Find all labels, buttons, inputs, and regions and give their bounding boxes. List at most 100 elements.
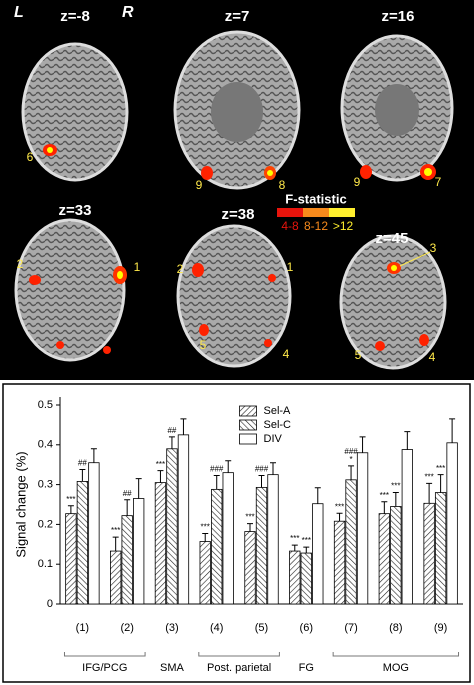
region-number: 8 [279, 178, 286, 192]
group-label: Post. parietal [207, 662, 271, 674]
bar [390, 506, 402, 605]
error-bar [359, 436, 366, 453]
colorbar-label: 4-8 [281, 219, 299, 233]
colorbar-label: >12 [333, 219, 354, 233]
bar [110, 550, 122, 605]
error-bar [79, 468, 86, 482]
significance-label: *** [201, 523, 210, 532]
y-tick-label: 0 [47, 598, 53, 610]
significance-label: ## [167, 426, 176, 435]
region-number: 2 [177, 262, 184, 276]
legend-swatch [239, 419, 257, 431]
error-bar [157, 470, 164, 483]
significance-label: *** [290, 534, 299, 543]
group-label: MOG [383, 662, 409, 674]
error-bar [124, 499, 131, 516]
legend-label: DIV [264, 433, 283, 445]
slice-label: z=7 [225, 8, 250, 25]
significance-label: ### [344, 447, 358, 456]
bar [88, 462, 100, 605]
legend-label: Sel-A [264, 405, 292, 417]
region-number: 5 [355, 348, 362, 362]
bar [211, 488, 223, 605]
bar [65, 513, 77, 605]
bar [121, 515, 133, 605]
error-bar [270, 462, 276, 475]
bar [154, 482, 167, 605]
significance-label: *** [245, 513, 254, 522]
error-bar [314, 487, 321, 504]
error-bar [135, 478, 142, 499]
significance-label: *** [302, 536, 311, 545]
significance-label: * [349, 455, 352, 464]
error-bar [392, 492, 399, 507]
bar [356, 452, 369, 605]
bar [76, 481, 89, 605]
bar [401, 449, 413, 605]
x-tick-label: (7) [344, 622, 357, 634]
error-bar [437, 474, 444, 493]
y-tick-label: 0.4 [38, 439, 53, 451]
side-label: L [14, 4, 24, 21]
legend-swatch [239, 405, 257, 417]
region-number: 1 [287, 260, 294, 274]
bar [133, 498, 145, 605]
bar [434, 492, 447, 605]
error-bar [336, 512, 343, 522]
bar [345, 479, 357, 605]
y-axis-label: Signal change (%) [13, 451, 28, 557]
error-bar [404, 431, 411, 450]
bar [166, 448, 178, 605]
significance-label: *** [380, 491, 389, 500]
error-bar [202, 533, 209, 542]
x-tick-label: (6) [300, 622, 313, 634]
error-bar [291, 544, 298, 552]
slice-label: z=16 [382, 8, 415, 25]
bar [423, 502, 435, 605]
x-tick-label: (4) [210, 622, 223, 634]
region-number: 9 [354, 175, 361, 189]
significance-label: *** [156, 460, 165, 469]
region-number: 4 [429, 350, 436, 364]
significance-label: *** [335, 502, 344, 511]
slice-label: z=33 [59, 202, 92, 219]
colorbar-label: 8-12 [304, 219, 328, 233]
significance-label: *** [424, 473, 433, 482]
bar [255, 486, 268, 605]
colorbar-title: F-statistic [285, 191, 346, 206]
error-bar [213, 474, 220, 490]
x-tick-label: (2) [120, 622, 133, 634]
error-bar [112, 536, 119, 552]
error-bar [67, 505, 74, 514]
legend-swatch [239, 433, 257, 445]
group-label: FG [299, 662, 314, 674]
significance-label: ### [210, 465, 224, 474]
region-number: 5 [200, 338, 207, 352]
error-bar [168, 436, 175, 449]
region-number: 6 [27, 150, 34, 164]
slice-label: z=38 [222, 206, 255, 223]
region-number: 9 [196, 178, 203, 192]
legend-label: Sel-C [264, 419, 292, 431]
bar [267, 474, 279, 605]
colorbar [277, 208, 303, 217]
region-number: 4 [283, 347, 290, 361]
bar [378, 513, 390, 605]
error-bar [449, 418, 456, 443]
group-bracket [63, 652, 146, 657]
group-label: SMA [160, 662, 185, 674]
x-tick-label: (1) [76, 622, 89, 634]
region-number: 7 [435, 175, 442, 189]
y-tick-label: 0.5 [38, 399, 53, 411]
error-bar [247, 523, 253, 532]
significance-label: *** [66, 495, 75, 504]
x-tick-label: (5) [255, 622, 268, 634]
significance-label: *** [111, 526, 120, 535]
bar-chart: 0 0.1 0.2 0.3 0.4 0.5 Signal change (%) (1) *** #… [13, 397, 463, 674]
y-tick-label: 0.2 [38, 518, 53, 530]
colorbar [303, 208, 329, 217]
significance-label: *** [391, 482, 400, 491]
activation-blobs [29, 144, 436, 354]
